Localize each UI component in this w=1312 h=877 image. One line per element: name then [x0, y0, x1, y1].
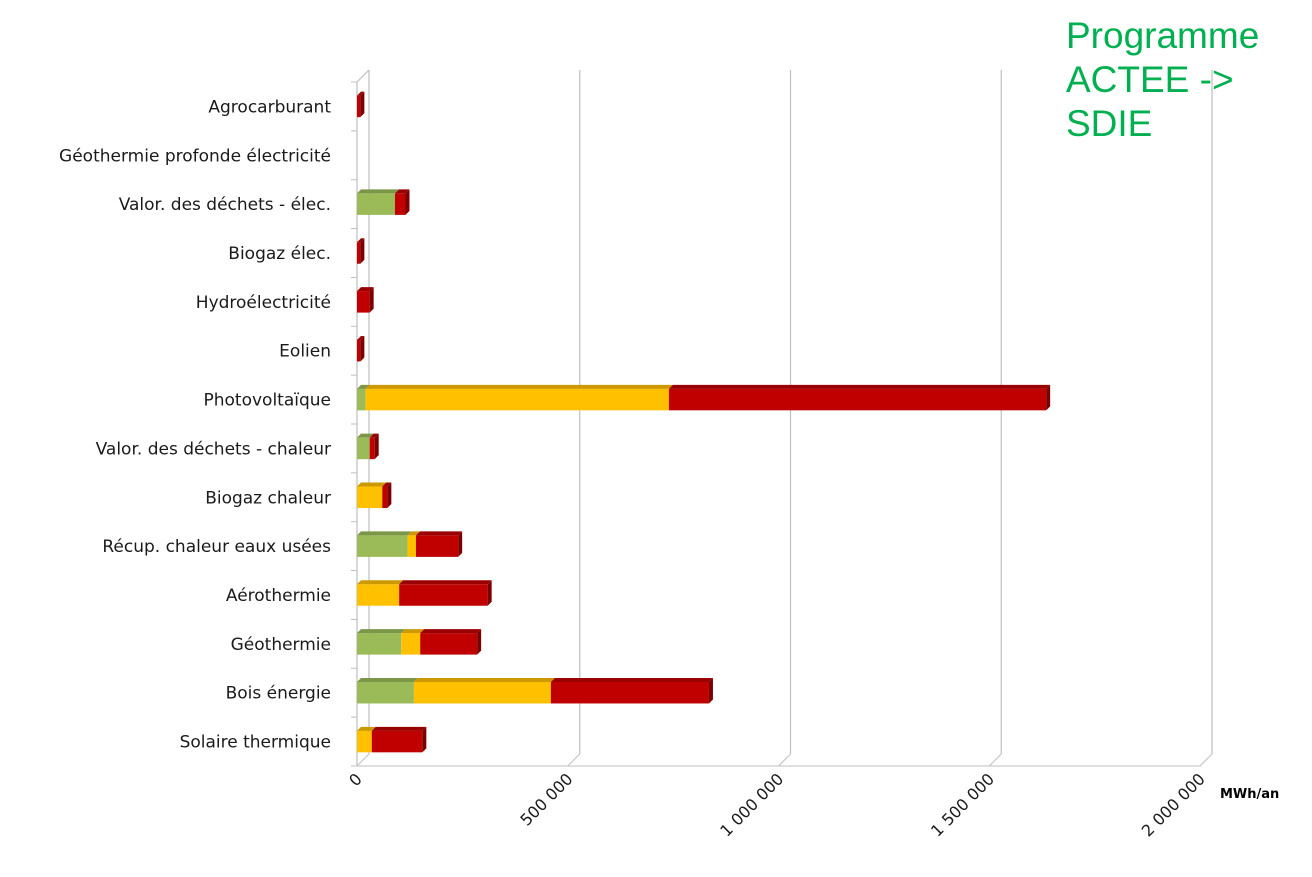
category-label: Agrocarburant	[208, 97, 331, 117]
bar-segment	[357, 291, 370, 313]
bar-segment-top	[357, 238, 365, 243]
bar-segment-top	[401, 629, 425, 634]
category-label: Biogaz chaleur	[205, 488, 331, 508]
bar-segment-top	[399, 580, 492, 585]
category-label: Solaire thermique	[180, 733, 331, 753]
bar-segment-side	[360, 335, 365, 362]
bar-segment	[357, 242, 361, 264]
bar-segment	[357, 437, 370, 460]
bar-segment-side	[458, 531, 463, 557]
bar-segment-top	[668, 384, 1051, 389]
bar-segment	[357, 95, 361, 118]
overlay-title-line-1: Programme	[1066, 15, 1260, 56]
bar-segment	[357, 339, 361, 362]
x-tick-label: 2 000 000	[1138, 769, 1209, 840]
bar-segment-top	[357, 335, 365, 340]
category-label: Biogaz élec.	[228, 244, 331, 264]
bar-segment	[357, 681, 414, 704]
bar-segment-side	[405, 189, 410, 215]
bar-segment-top	[357, 531, 412, 536]
floor-line-1	[567, 753, 581, 767]
bar-segment-top	[357, 287, 374, 292]
bar-segment-side	[1046, 384, 1051, 411]
bar-segment-top	[357, 189, 399, 194]
bar-segment-side	[487, 580, 492, 606]
x-tick-label: 1 500 000	[927, 769, 998, 840]
bar-segment	[357, 486, 383, 509]
floor-line-3	[988, 753, 1002, 767]
category-label: Aérothermie	[226, 586, 331, 606]
bar-segment-side	[374, 433, 379, 460]
category-label: Photovoltaïque	[203, 391, 331, 411]
bar-segment	[382, 486, 388, 509]
bar-segment	[369, 437, 375, 460]
bar-segment-side	[422, 726, 427, 753]
bar-segment-side	[387, 482, 392, 509]
bar-segment	[668, 388, 1047, 411]
bar-segment-side	[360, 91, 365, 118]
bar-segment	[399, 584, 488, 606]
overlay-title-line-3: SDIE	[1066, 103, 1153, 144]
category-label: Géothermie profonde électricité	[59, 146, 331, 166]
floor-line-4	[1199, 753, 1213, 767]
bar-segment-top	[357, 726, 376, 731]
category-label: Récup. chaleur eaux usées	[102, 537, 331, 557]
floor-line-0	[356, 753, 370, 767]
bar-segment	[357, 535, 408, 557]
bar-segment	[394, 193, 406, 215]
bar-segment-top	[357, 629, 406, 634]
bar-segment	[420, 633, 478, 655]
bar-segment-top	[416, 531, 463, 536]
category-axis-top-edge	[356, 69, 370, 83]
bar-segment-top	[382, 482, 392, 487]
bar-segment-top	[357, 384, 370, 389]
bar-segment-side	[360, 238, 365, 264]
bar-segment	[357, 388, 366, 411]
floor-line-2	[778, 753, 791, 767]
bar-segment	[365, 388, 669, 411]
bar-segment-top	[357, 91, 365, 96]
bar-segment-top	[369, 433, 379, 438]
bar-segment-top	[407, 531, 421, 536]
bar-segment	[357, 584, 400, 606]
x-tick-label: 0	[345, 769, 366, 790]
bar-segment-top	[413, 677, 555, 682]
category-label: Valor. des déchets - élec.	[119, 195, 331, 215]
bar-segment-side	[477, 629, 482, 655]
bar-segment	[401, 633, 421, 655]
bar-segment	[407, 535, 417, 557]
bar-segment-top	[357, 482, 387, 487]
category-label: Eolien	[279, 342, 331, 362]
category-label: Géothermie	[231, 635, 331, 655]
bar-segment-top	[357, 677, 418, 682]
bar-segment-side	[708, 677, 713, 704]
bar-segment-top	[371, 726, 427, 731]
bar-segment	[357, 193, 395, 215]
category-label: Bois énergie	[226, 684, 331, 704]
category-label: Valor. des déchets - chaleur	[96, 439, 331, 459]
overlay-title-line-2: ACTEE ->	[1066, 59, 1234, 100]
bar-segment-side	[369, 287, 374, 313]
category-label: Hydroélectricité	[196, 293, 331, 313]
bar-segment	[416, 535, 459, 557]
bar-segment	[371, 730, 423, 753]
bar-segment	[413, 681, 551, 704]
bar-segment	[357, 730, 372, 753]
x-axis-unit-label: MWh/an	[1220, 787, 1279, 802]
bar-segment-top	[357, 580, 404, 585]
x-tick-label: 500 000	[516, 769, 576, 829]
bar-segment	[550, 681, 709, 704]
bar-segment-top	[365, 384, 673, 389]
x-tick-label: 1 000 000	[716, 769, 787, 840]
bar-segment-top	[357, 433, 374, 438]
bar-segment-top	[550, 677, 713, 682]
bar-segment-top	[394, 189, 410, 194]
bar-segment-top	[420, 629, 482, 634]
overlay-title: Programme ACTEE -> SDIE	[1066, 14, 1306, 146]
bar-segment	[357, 633, 402, 655]
